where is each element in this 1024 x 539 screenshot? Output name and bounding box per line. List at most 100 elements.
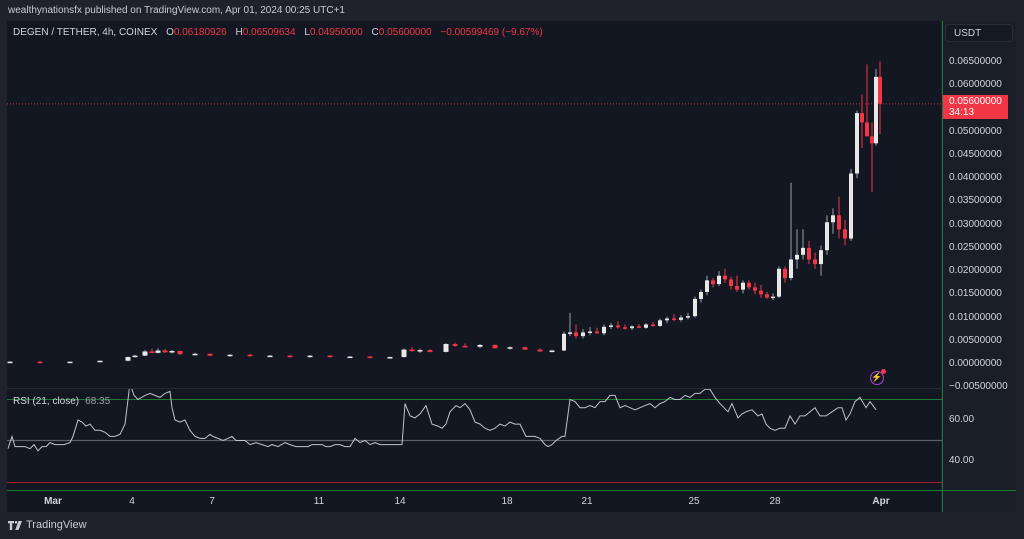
time-tick: 25 — [688, 496, 700, 507]
candle-body — [837, 215, 841, 230]
currency-button[interactable]: USDT — [945, 24, 1013, 42]
price-tick: 0.01500000 — [949, 288, 1002, 300]
candle-body — [795, 254, 799, 260]
candle-body — [307, 355, 313, 358]
candle-body — [637, 326, 641, 328]
open-value: 0.06180926 — [173, 27, 227, 38]
price-tick: 0.03500000 — [949, 195, 1002, 207]
rsi-line — [7, 389, 877, 452]
candle-body — [623, 327, 627, 329]
rsi-legend: RSI (21, close) 68.35 — [13, 396, 110, 407]
candle-body — [849, 173, 853, 239]
candle-body — [155, 350, 161, 353]
time-tick: 21 — [581, 496, 593, 507]
candle-body — [765, 294, 769, 298]
pane-separator[interactable] — [7, 388, 941, 389]
price-tick: 0.04500000 — [949, 148, 1002, 160]
candle-body — [327, 355, 333, 358]
candle-body — [644, 324, 648, 328]
candle-body — [192, 353, 198, 356]
candle-body — [562, 333, 566, 351]
candle-body — [693, 298, 697, 317]
candle-body — [247, 354, 253, 357]
price-tick: 0.04000000 — [949, 172, 1002, 184]
time-tick: 4 — [129, 496, 135, 507]
candle-body — [723, 275, 727, 280]
candle-body — [568, 332, 572, 334]
candle-body — [813, 259, 817, 265]
candle-body — [878, 76, 882, 104]
price-tick: 0.06500000 — [949, 56, 1002, 67]
last-price-value: 0.05600000 — [949, 96, 1002, 107]
rsi-tick: 40.00 — [949, 455, 975, 466]
candle-body — [574, 332, 578, 337]
candle-body — [789, 259, 793, 279]
symbol-name[interactable]: DEGEN / TETHER, 4h, COINEX — [13, 27, 158, 38]
candle-body — [759, 290, 763, 295]
candle-body — [387, 357, 393, 359]
time-tick: Apr — [872, 496, 890, 507]
candle-body — [686, 316, 690, 318]
candle-body — [602, 326, 606, 334]
candle-body — [651, 324, 655, 327]
candle-body — [711, 280, 715, 285]
candle-body — [860, 113, 864, 123]
candle-body — [207, 353, 213, 356]
candle-body — [855, 113, 859, 174]
candle-body — [595, 331, 599, 334]
brand-name: TradingView — [26, 519, 87, 531]
rsi-value: 68.35 — [85, 396, 111, 407]
candle-body — [679, 317, 683, 320]
price-tick: 0.06000000 — [949, 79, 1002, 91]
last-price-label: 0.05600000 34:13 — [942, 95, 1008, 119]
candle-body — [287, 355, 293, 358]
candle-body — [507, 347, 513, 349]
price-tick: 0.01000000 — [949, 311, 1002, 323]
tradingview-logo-icon — [8, 520, 22, 530]
candle-body — [699, 291, 703, 299]
candle-body — [807, 247, 811, 260]
candle-body — [801, 247, 805, 255]
time-tick: 18 — [501, 496, 513, 507]
candle-body — [522, 347, 528, 350]
high-label: H — [235, 27, 243, 38]
candle-body — [753, 287, 757, 291]
time-tick: 14 — [394, 496, 406, 507]
symbol-legend: DEGEN / TETHER, 4h, COINEX O0.06180926 H… — [13, 27, 543, 38]
time-tick: 7 — [209, 496, 215, 507]
candle-body — [741, 282, 745, 290]
price-tick: 0.03000000 — [949, 218, 1002, 230]
notification-dot — [881, 369, 886, 374]
candle-body — [747, 282, 751, 288]
candle-body — [417, 350, 423, 352]
price-tick: 0.05000000 — [949, 125, 1002, 137]
rsi-title[interactable]: RSI (21, close) — [13, 396, 80, 407]
candle-body — [783, 268, 787, 279]
candle-body — [97, 360, 103, 363]
candle-body — [492, 344, 498, 349]
candle-body — [609, 325, 613, 327]
price-tick: −0.00500000 — [949, 381, 1008, 390]
time-tick: Mar — [44, 496, 62, 507]
candle-body — [443, 344, 449, 352]
candle-body — [771, 296, 775, 299]
candle-body — [581, 332, 585, 337]
close-label: C — [371, 27, 379, 38]
crosshair-horizontal — [7, 490, 1016, 491]
candle-body — [7, 361, 13, 364]
candle-body — [735, 285, 739, 290]
candle-body — [825, 222, 829, 251]
candle-body — [162, 350, 168, 353]
candle-body — [409, 349, 415, 352]
rsi-tick: 60.00 — [949, 414, 975, 425]
candle-body — [537, 349, 543, 352]
candle-body — [672, 318, 676, 320]
candle-body — [870, 136, 874, 144]
tradingview-brand[interactable]: TradingView — [8, 519, 87, 531]
alert-bolt-icon[interactable]: ⚡ — [870, 369, 886, 385]
close-value: 0.05600000 — [378, 27, 432, 38]
candle-body — [705, 280, 709, 292]
open-label: O — [166, 27, 174, 38]
candle-body — [427, 350, 433, 352]
